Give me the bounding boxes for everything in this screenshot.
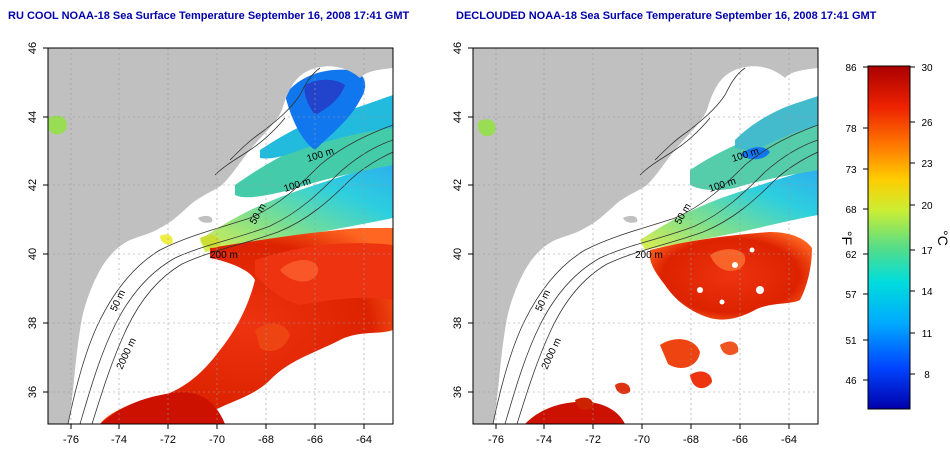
right-lat-tick-38: 38 bbox=[452, 317, 464, 329]
right-contour-label-200m: 200 m bbox=[635, 250, 663, 261]
right-lon-tick-70: -70 bbox=[634, 434, 650, 446]
colorbar-f-tick-62: 62 bbox=[845, 250, 857, 261]
colorbar-celsius-label: °C bbox=[935, 230, 950, 246]
right-lon-tick-68: -68 bbox=[683, 434, 699, 446]
right-lat-tick-44: 44 bbox=[452, 111, 464, 123]
left-lon-tick-68: -68 bbox=[258, 434, 274, 446]
colorbar-f-tick-68: 68 bbox=[845, 205, 857, 216]
left-map: 100 m 100 m 50 m 200 m 50 m 2000 m -76 -… bbox=[27, 42, 394, 446]
right-map-title: DECLOUDED NOAA-18 Sea Surface Temperatur… bbox=[456, 10, 877, 22]
right-lat-tick-40: 40 bbox=[452, 248, 464, 260]
colorbar-f-tick-86: 86 bbox=[845, 63, 857, 74]
left-lon-tick-64: -64 bbox=[356, 434, 372, 446]
left-lon-tick-72: -72 bbox=[160, 434, 176, 446]
left-lat-tick-44: 44 bbox=[27, 111, 39, 123]
left-lon-tick-70: -70 bbox=[209, 434, 225, 446]
colorbar-c-tick-17: 17 bbox=[921, 246, 933, 257]
left-bathymetry-contours bbox=[67, 67, 393, 424]
left-map-frame bbox=[47, 47, 394, 425]
left-lat-tick-36: 36 bbox=[27, 386, 39, 398]
left-lon-tick-74: -74 bbox=[111, 434, 127, 446]
right-lon-tick-72: -72 bbox=[585, 434, 601, 446]
left-lat-tick-40: 40 bbox=[27, 248, 39, 260]
right-lat-tick-42: 42 bbox=[452, 179, 464, 191]
right-lat-tick-46: 46 bbox=[452, 42, 464, 54]
colorbar-c-tick-11: 11 bbox=[922, 329, 933, 340]
right-coastal-patch bbox=[478, 119, 496, 137]
left-map-title: RU COOL NOAA-18 Sea Surface Temperature … bbox=[8, 10, 410, 22]
right-land bbox=[473, 48, 818, 424]
left-lon-tick-66: -66 bbox=[307, 434, 323, 446]
colorbar-f-tick-51: 51 bbox=[845, 336, 857, 347]
left-land bbox=[48, 48, 393, 424]
right-lon-tick-76: -76 bbox=[488, 434, 504, 446]
colorbar-f-tick-57: 57 bbox=[845, 290, 857, 301]
left-lat-tick-38: 38 bbox=[27, 317, 39, 329]
left-lat-tick-46: 46 bbox=[27, 42, 39, 54]
colorbar-fahrenheit-label: °F bbox=[839, 231, 855, 245]
left-contour-label-200m: 200 m bbox=[210, 250, 238, 261]
left-lat-tick-42: 42 bbox=[27, 179, 39, 191]
right-lon-tick-64: -64 bbox=[781, 434, 797, 446]
colorbar-f-tick-46: 46 bbox=[845, 376, 857, 387]
colorbar-gradient bbox=[867, 65, 911, 410]
right-lon-tick-66: -66 bbox=[732, 434, 748, 446]
left-coastal-patch bbox=[48, 115, 67, 135]
colorbar-c-tick-8: 8 bbox=[924, 370, 930, 381]
right-bathymetry-contours bbox=[492, 67, 818, 424]
right-map: 100 m 100 m 50 m 200 m 50 m 2000 m -76 -… bbox=[452, 42, 819, 446]
colorbar-f-tick-73: 73 bbox=[845, 165, 857, 176]
colorbar-f-tick-78: 78 bbox=[845, 124, 857, 135]
colorbar: 86 78 73 68 62 57 51 46 30 26 23 20 17 1… bbox=[839, 63, 950, 410]
colorbar-c-tick-30: 30 bbox=[921, 63, 933, 74]
right-lon-tick-74: -74 bbox=[536, 434, 552, 446]
colorbar-c-tick-14: 14 bbox=[921, 287, 933, 298]
right-lat-tick-36: 36 bbox=[452, 386, 464, 398]
left-lon-tick-76: -76 bbox=[63, 434, 79, 446]
colorbar-c-tick-26: 26 bbox=[921, 118, 933, 129]
right-map-frame bbox=[472, 47, 819, 425]
colorbar-c-tick-23: 23 bbox=[921, 159, 933, 170]
colorbar-c-tick-20: 20 bbox=[921, 201, 933, 212]
